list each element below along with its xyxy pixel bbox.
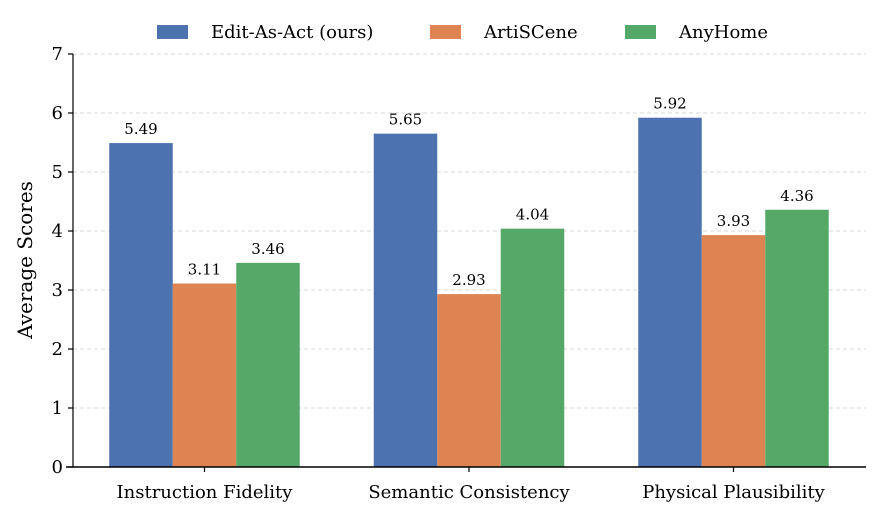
bars — [109, 117, 829, 467]
value-label: 4.36 — [780, 187, 813, 205]
bar-edit-as-act-ours--1 — [373, 133, 438, 467]
axes: 0 1 2 3 4 5 6 7 Instruction Fidelity Semantic Con… — [52, 44, 866, 503]
bar-anyhome-1 — [500, 228, 565, 467]
y-tick-label: 3 — [52, 280, 63, 301]
x-tick-label: Instruction Fidelity — [117, 482, 294, 503]
value-label: 2.93 — [452, 271, 485, 289]
bar-edit-as-act-ours--0 — [109, 143, 173, 467]
value-labels: 5.49 3.11 3.46 5.65 2.93 4.04 5.92 3.93 4.36 — [124, 95, 813, 289]
value-label: 4.04 — [516, 206, 549, 224]
value-label: 5.49 — [124, 120, 157, 138]
legend-swatch — [157, 25, 188, 39]
value-label: 3.93 — [717, 212, 750, 230]
value-label: 5.92 — [653, 95, 686, 113]
legend[interactable]: Edit-As-Act (ours) ArtiSCene AnyHome — [157, 22, 768, 43]
bar-edit-as-act-ours--2 — [638, 117, 702, 467]
x-tick-label: Physical Plausibility — [642, 482, 825, 503]
bar-artiscene-0 — [172, 283, 237, 467]
y-tick-label: 4 — [52, 221, 63, 242]
y-tick-label: 7 — [52, 44, 63, 65]
y-tick-label: 0 — [52, 457, 63, 478]
y-tick-label: 1 — [52, 398, 63, 419]
bar-anyhome-2 — [765, 209, 829, 467]
value-label: 3.11 — [188, 261, 221, 279]
y-tick-label: 6 — [52, 103, 63, 124]
bar-artiscene-2 — [701, 235, 766, 467]
y-tick-label: 5 — [52, 162, 63, 183]
y-axis-label: Average Scores — [13, 181, 37, 340]
x-tick-label: Semantic Consistency — [368, 482, 570, 503]
legend-swatch — [430, 25, 461, 39]
legend-label: AnyHome — [678, 22, 768, 43]
y-tick-label: 2 — [52, 339, 63, 360]
value-label: 5.65 — [389, 111, 422, 129]
legend-swatch — [625, 25, 656, 39]
bar-artiscene-1 — [437, 294, 501, 467]
legend-label: Edit-As-Act (ours) — [211, 22, 373, 43]
value-label: 3.46 — [251, 240, 284, 258]
bar-anyhome-0 — [236, 262, 300, 467]
legend-label: ArtiSCene — [483, 22, 578, 43]
